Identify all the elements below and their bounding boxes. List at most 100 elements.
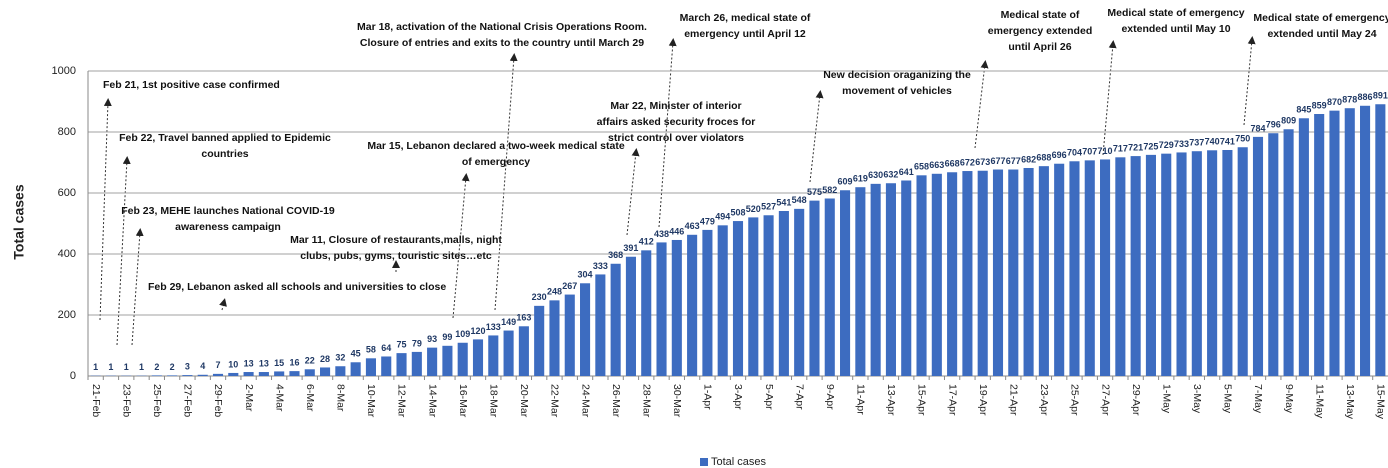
bar <box>1191 151 1202 376</box>
bar <box>992 169 1004 376</box>
value-label: 4 <box>200 361 205 371</box>
value-label: 704 <box>1067 148 1082 158</box>
annotation: Feb 29, Lebanon asked all schools and un… <box>148 281 446 293</box>
y-tick-label: 1000 <box>52 65 76 77</box>
value-label: 717 <box>1113 144 1128 154</box>
bar <box>732 221 744 376</box>
bar <box>350 362 361 376</box>
value-label: 7 <box>215 360 220 370</box>
bar <box>1115 157 1126 376</box>
bar <box>1283 129 1294 376</box>
bar <box>840 190 851 376</box>
bar <box>151 375 162 376</box>
x-tick-label: 13-May <box>1344 384 1356 420</box>
bar <box>1176 152 1187 376</box>
x-tick-label: 23-Feb <box>120 384 132 417</box>
value-label: 109 <box>455 329 470 339</box>
bar <box>381 356 392 376</box>
x-tick-label: 5-Apr <box>763 384 775 410</box>
bar <box>1252 136 1264 376</box>
bar <box>549 300 560 376</box>
legend-swatch <box>700 458 708 466</box>
x-tick-label: 11-May <box>1313 384 1325 419</box>
bar <box>855 187 866 376</box>
value-label: 845 <box>1296 105 1311 115</box>
value-label: 163 <box>516 313 531 323</box>
bar <box>1161 153 1172 376</box>
bar <box>1268 133 1279 376</box>
value-label: 609 <box>838 177 853 187</box>
value-label: 677 <box>1006 156 1021 166</box>
value-label: 878 <box>1342 95 1357 105</box>
annotation: Feb 21, 1st positive case confirmed <box>103 79 280 91</box>
x-tick-label: 12-Mar <box>396 384 408 418</box>
bar <box>1314 114 1325 376</box>
bar <box>656 242 667 376</box>
bar <box>427 347 438 376</box>
value-label: 120 <box>470 326 485 336</box>
value-label: 3 <box>185 361 190 371</box>
bar <box>167 375 178 376</box>
annotation: extended until May 10 <box>1121 23 1230 35</box>
annotation: movement of vehicles <box>842 85 952 97</box>
bar <box>1207 150 1218 376</box>
bar <box>1130 156 1141 376</box>
value-label: 463 <box>685 221 700 231</box>
bar <box>1008 169 1019 376</box>
value-label: 721 <box>1128 142 1143 152</box>
x-tick-label: 17-Apr <box>946 384 958 416</box>
value-label: 796 <box>1266 120 1281 130</box>
y-tick-label: 0 <box>70 370 76 382</box>
value-label: 16 <box>289 357 299 367</box>
value-label: 75 <box>397 340 407 350</box>
bar <box>228 372 239 376</box>
value-label: 32 <box>335 353 345 363</box>
annotation: Medical state of emergency <box>1253 12 1388 24</box>
value-label: 391 <box>623 243 638 253</box>
bar <box>1054 163 1065 376</box>
value-label: 13 <box>244 358 254 368</box>
value-label: 677 <box>990 156 1005 166</box>
bar <box>671 239 682 376</box>
bar <box>518 326 529 376</box>
x-tick-label: 4-Mar <box>273 384 285 412</box>
bar <box>870 183 881 376</box>
value-label: 688 <box>1036 153 1051 163</box>
value-label: 668 <box>945 159 960 169</box>
x-tick-label: 23-Apr <box>1038 384 1050 416</box>
bar <box>1069 161 1080 376</box>
bar <box>717 225 728 376</box>
bar <box>365 358 376 376</box>
x-tick-label: 15-Apr <box>916 384 928 416</box>
value-label: 1 <box>93 362 98 372</box>
x-tick-label: 25-Feb <box>151 384 163 417</box>
bar <box>962 171 973 376</box>
x-tick-label: 19-Apr <box>977 384 989 416</box>
value-label: 149 <box>501 317 516 327</box>
y-tick-label: 200 <box>58 309 76 321</box>
annotation: emergency until April 12 <box>684 28 806 40</box>
annotation: Mar 15, Lebanon declared a two-week medi… <box>367 140 625 152</box>
bar <box>824 198 835 376</box>
x-tick-label: 27-Feb <box>182 384 194 417</box>
bar <box>794 208 805 376</box>
bar <box>1344 108 1355 377</box>
value-label: 99 <box>442 332 452 342</box>
x-tick-label: 25-Apr <box>1069 384 1081 416</box>
annotation: awareness campaign <box>175 221 281 233</box>
bar <box>947 172 958 376</box>
x-tick-label: 18-Mar <box>488 384 500 418</box>
value-label: 368 <box>608 250 623 260</box>
value-label: 2 <box>154 362 159 372</box>
value-label: 133 <box>486 322 501 332</box>
value-label: 520 <box>746 204 761 214</box>
value-label: 548 <box>792 195 807 205</box>
value-label: 696 <box>1052 150 1067 160</box>
x-tick-label: 13-Apr <box>885 384 897 416</box>
x-tick-label: 24-Mar <box>579 384 591 418</box>
bar <box>488 335 499 376</box>
bar <box>534 305 545 376</box>
bar <box>304 369 315 376</box>
value-label: 10 <box>228 359 238 369</box>
annotation: Mar 22, Minister of interior <box>610 100 741 112</box>
